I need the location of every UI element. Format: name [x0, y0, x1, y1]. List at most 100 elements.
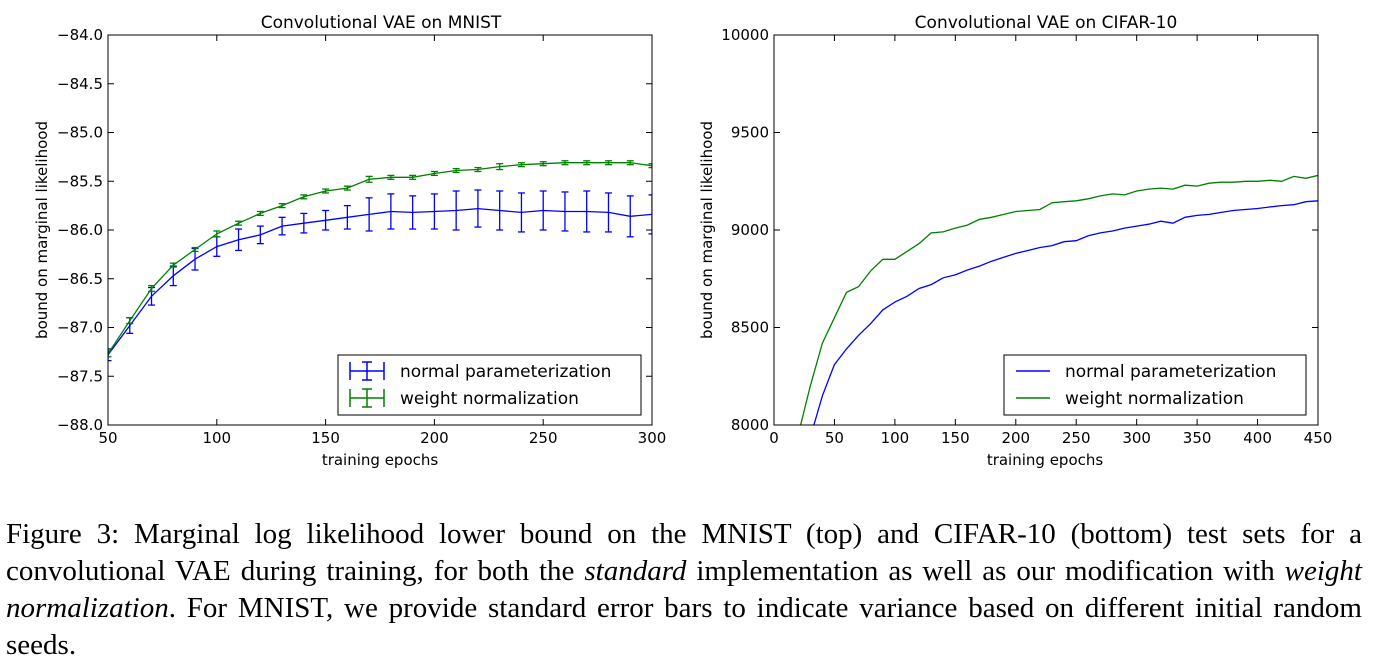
mnist-series-normal-error-bar [452, 190, 460, 231]
mnist-series-normal-error-bar [409, 195, 417, 230]
mnist-series-weight-error-bar [108, 350, 112, 358]
cifar-x-tick-label: 50 [825, 429, 844, 447]
cifar-series-group [799, 174, 1318, 425]
cifar-y-tick-label: 8000 [731, 416, 769, 434]
mnist-y-tick-label: −84.0 [57, 26, 103, 44]
cifar-legend-weight-label: weight normalization [1065, 389, 1244, 409]
mnist-series-normal-error-bar [648, 194, 652, 235]
mnist-series-weight-error-bar [191, 246, 199, 253]
mnist-y-tick-label: −88.0 [57, 416, 103, 434]
mnist-series-weight-error-bar [169, 262, 177, 268]
cifar-chart: Convolutional VAE on CIFAR-10 bound on m… [698, 13, 1332, 469]
mnist-series-normal-error-bar [256, 225, 264, 245]
mnist-y-tick-label: −85.0 [57, 124, 103, 142]
mnist-series-weight-error-bar [365, 175, 373, 183]
cifar-series-weight-line [799, 174, 1318, 425]
mnist-series-normal-error-bar [430, 193, 438, 230]
cifar-x-tick-label: 250 [1062, 429, 1091, 447]
mnist-series-normal-error-bar [300, 212, 308, 234]
mnist-legend-normal-swatch [349, 361, 385, 381]
caption-emphasis-standard: standard [584, 555, 687, 587]
mnist-series-weight-error-bar [256, 210, 264, 217]
mnist-series-normal-error-bar [387, 193, 395, 230]
mnist-x-tick-label: 300 [638, 429, 667, 447]
mnist-series-normal-error-bar [235, 228, 243, 252]
mnist-series-normal-error-bar [539, 190, 547, 231]
cifar-y-tick-label: 8500 [731, 319, 769, 337]
cifar-legend-normal-label: normal parameterization [1065, 362, 1276, 382]
mnist-series-weight-error-bar [148, 284, 156, 293]
caption-suffix: . For MNIST, we provide standard error b… [6, 592, 1362, 661]
cifar-x-axis-label: training epochs [987, 451, 1104, 469]
cifar-x-tick-label: 200 [1001, 429, 1030, 447]
mnist-y-tick-label: −87.0 [57, 319, 103, 337]
mnist-series-weight-error-bar [430, 170, 438, 177]
mnist-series-weight-error-bar [626, 160, 634, 166]
mnist-y-tick-label: −84.5 [57, 75, 103, 93]
mnist-series-normal-error-bar [474, 189, 482, 228]
mnist-title: Convolutional VAE on MNIST [261, 13, 502, 33]
mnist-legend: normal parameterization weight normaliza… [337, 354, 642, 416]
mnist-series-weight-error-bar [539, 161, 547, 167]
mnist-series-weight-error-bar [322, 188, 330, 194]
mnist-series-weight-error-bar [343, 185, 351, 191]
mnist-series-weight-error-bar [409, 174, 417, 180]
figure-caption: Figure 3: Marginal log likelihood lower … [6, 516, 1362, 664]
mnist-y-tick-label: −87.5 [57, 367, 103, 385]
mnist-series-weight-error-bar [517, 162, 525, 168]
mnist-series-weight-error-bar [648, 163, 652, 169]
mnist-x-tick-label: 100 [202, 429, 231, 447]
mnist-series-weight-error-bar [126, 317, 134, 325]
cifar-y-tick-label: 9500 [731, 124, 769, 142]
mnist-legend-weight-swatch [349, 388, 385, 408]
figure: Convolutional VAE on MNIST bound on marg… [33, 13, 1332, 469]
caption-middle: implementation as well as our modificati… [686, 555, 1285, 587]
mnist-series-weight-error-bar [583, 160, 591, 166]
mnist-series-normal-error-bar [278, 216, 286, 236]
mnist-x-tick-label: 50 [98, 429, 117, 447]
mnist-series-normal-line [108, 207, 652, 356]
cifar-x-tick-label: 150 [941, 429, 970, 447]
mnist-y-axis-label: bound on marginal likelihood [33, 121, 51, 339]
mnist-x-tick-label: 200 [420, 429, 449, 447]
mnist-series-weight-error-bar [300, 194, 308, 200]
mnist-y-tick-label: −85.5 [57, 172, 103, 190]
mnist-x-tick-label: 150 [311, 429, 340, 447]
mnist-series-weight-error-bar [235, 220, 243, 226]
mnist-chart: Convolutional VAE on MNIST bound on marg… [33, 13, 666, 469]
mnist-series-normal-error-bar [583, 190, 591, 233]
mnist-series-normal-error-bar [561, 191, 569, 232]
mnist-series-normal-error-bar [108, 348, 112, 362]
mnist-series-weight-error-bar [452, 167, 460, 174]
mnist-series-normal-error-bar [496, 190, 504, 231]
mnist-series-weight-error-bar [387, 174, 395, 180]
cifar-x-tick-label: 0 [769, 429, 779, 447]
mnist-series-normal-error-bar [322, 209, 330, 231]
cifar-series-normal-line [813, 200, 1318, 425]
cifar-y-tick-label: 10000 [721, 26, 769, 44]
mnist-series-weight-error-bar [604, 160, 612, 166]
mnist-x-axis-label: training epochs [322, 451, 439, 469]
mnist-series-normal-error-bar [626, 195, 634, 238]
mnist-series-weight-line [108, 162, 652, 355]
caption-prefix: Figure 3: Marginal log likelihood lower … [6, 518, 1362, 587]
mnist-series-normal-error-bar [365, 197, 373, 232]
cifar-x-tick-label: 300 [1122, 429, 1151, 447]
mnist-legend-normal-label: normal parameterization [400, 362, 611, 382]
mnist-series-normal-error-bar [517, 192, 525, 233]
cifar-title: Convolutional VAE on CIFAR-10 [915, 13, 1178, 33]
cifar-y-axis-label: bound on marginal likelihood [698, 121, 716, 339]
cifar-y-tick-label: 9000 [731, 221, 769, 239]
mnist-series-group [108, 160, 652, 362]
cifar-x-tick-label: 350 [1183, 429, 1212, 447]
mnist-legend-weight-label: weight normalization [400, 389, 579, 409]
cifar-ticks [773, 34, 1319, 426]
mnist-series-weight-error-bar [496, 163, 504, 171]
mnist-legend-box [337, 354, 642, 416]
mnist-y-tick-label: −86.5 [57, 270, 103, 288]
mnist-y-tick-label: −86.0 [57, 221, 103, 239]
mnist-series-normal-error-bar [343, 204, 351, 230]
cifar-legend-box [1003, 354, 1307, 416]
cifar-x-tick-label: 450 [1304, 429, 1333, 447]
caption-emphasis-weight-normalization: weight normalization [6, 555, 1362, 624]
